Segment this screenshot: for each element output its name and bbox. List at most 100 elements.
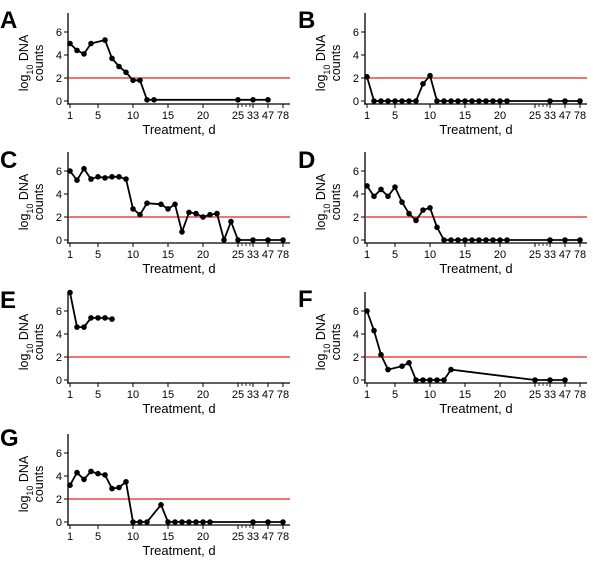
data-point: [144, 200, 150, 206]
y-tick-label: 2: [56, 73, 62, 85]
data-point: [158, 201, 164, 208]
x-tick-label: 20: [197, 389, 209, 401]
data-point: [102, 315, 108, 321]
data-point: [109, 174, 115, 180]
x-tick-label: 5: [392, 110, 398, 122]
data-point: [385, 98, 391, 104]
x-tick-label: 10: [127, 110, 139, 122]
x-tick-label: 20: [197, 110, 209, 122]
data-point: [123, 176, 129, 182]
x-axis-label: Treatment, d: [439, 122, 512, 137]
x-tick-label: 78: [277, 531, 289, 543]
data-point: [144, 519, 150, 525]
data-point: [207, 519, 213, 525]
x-tick-label: 47: [559, 249, 571, 261]
data-point: [455, 98, 461, 104]
y-tick-label: 2: [56, 352, 62, 364]
series-line: [366, 310, 565, 381]
x-axis-label: Treatment, d: [439, 261, 512, 276]
x-tick-label: 78: [277, 389, 289, 401]
x-tick-label: 20: [494, 389, 506, 401]
series-line: [366, 73, 580, 102]
x-tick-label: 5: [95, 531, 101, 543]
data-point: [504, 98, 510, 104]
panel-letter: B: [298, 7, 315, 34]
y-axis-label: log10 DNA: [17, 455, 35, 512]
data-point: [420, 207, 426, 213]
data-point: [88, 315, 94, 321]
data-point: [144, 97, 150, 103]
x-tick-label: 15: [162, 110, 174, 122]
y-axis-label-line2: counts: [32, 324, 46, 361]
x-tick-label: 5: [392, 389, 398, 401]
data-point: [200, 519, 206, 525]
y-tick-label: 4: [353, 189, 359, 201]
data-point: [448, 366, 454, 373]
data-point: [214, 210, 220, 217]
panel-letter: E: [0, 287, 16, 314]
data-point: [186, 209, 192, 216]
data-point: [562, 237, 568, 243]
x-tick-label: 1: [364, 389, 370, 401]
data-point: [81, 165, 87, 172]
data-point: [200, 214, 206, 220]
x-tick-label: 10: [127, 389, 139, 401]
x-tick-label: 47: [262, 389, 274, 401]
data-point: [74, 324, 80, 330]
x-tick-label: 33: [544, 110, 556, 122]
data-point: [476, 237, 482, 243]
data-point: [448, 98, 454, 104]
data-point: [448, 237, 454, 243]
x-tick-label: 5: [392, 249, 398, 261]
x-tick-label: 25: [232, 249, 244, 261]
y-axis-label-line2: counts: [329, 184, 343, 221]
x-tick-label: 25: [232, 389, 244, 401]
data-point: [490, 98, 496, 104]
y-axis-label: log10 DNA: [17, 173, 35, 230]
x-tick-label: 15: [162, 389, 174, 401]
data-point: [413, 98, 419, 104]
y-axis-label: log10 DNA: [314, 313, 332, 370]
x-tick-label: 10: [127, 531, 139, 543]
y-tick-label: 0: [56, 235, 62, 247]
x-tick-label: 15: [459, 249, 471, 261]
y-axis-label: log10 DNA: [17, 34, 35, 91]
x-tick-label: 78: [277, 110, 289, 122]
series-line: [69, 39, 268, 101]
y-tick-label: 0: [353, 375, 359, 387]
x-tick-label: 20: [494, 249, 506, 261]
y-tick-label: 2: [353, 352, 359, 364]
x-tick-label: 33: [247, 110, 259, 122]
data-point: [116, 484, 122, 491]
data-point: [399, 98, 405, 104]
data-point: [547, 377, 553, 383]
x-tick-label: 15: [162, 531, 174, 543]
x-tick-label: 1: [364, 110, 370, 122]
x-axis-label: Treatment, d: [142, 543, 215, 558]
x-axis-label: Treatment, d: [142, 261, 215, 276]
data-point: [413, 217, 419, 224]
data-point: [434, 224, 440, 231]
y-tick-label: 0: [353, 96, 359, 108]
y-tick-label: 6: [353, 306, 359, 318]
x-tick-label: 33: [544, 249, 556, 261]
data-point: [179, 519, 185, 525]
data-point: [228, 218, 234, 225]
y-tick-label: 4: [56, 329, 62, 341]
x-axis-label: Treatment, d: [142, 401, 215, 416]
y-tick-label: 6: [353, 166, 359, 178]
data-point: [441, 98, 447, 104]
data-point: [378, 351, 384, 358]
x-tick-label: 20: [197, 249, 209, 261]
x-tick-label: 15: [459, 110, 471, 122]
x-tick-label: 47: [262, 249, 274, 261]
panel-letter: G: [0, 425, 19, 452]
data-point: [109, 316, 115, 322]
data-point: [420, 377, 426, 383]
y-tick-label: 6: [56, 306, 62, 318]
y-tick-label: 2: [56, 494, 62, 506]
data-point: [469, 98, 475, 104]
